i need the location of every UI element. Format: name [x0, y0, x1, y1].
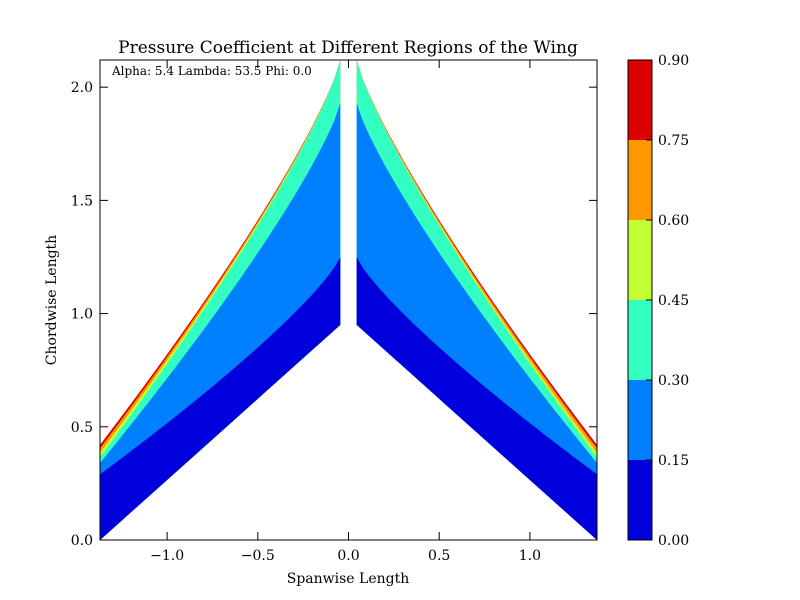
- x-axis-ticks: −1.0 −0.5 0.0 0.5 1.0: [150, 60, 541, 564]
- wing-contour-regions: [100, 60, 597, 540]
- x-tick-label: −1.0: [150, 548, 184, 564]
- colorbar-tick-label: 0.30: [658, 373, 689, 389]
- y-tick-label: 0.5: [71, 420, 93, 436]
- y-tick-label: 1.5: [71, 193, 93, 209]
- colorbar-tick-label: 0.75: [658, 133, 689, 149]
- y-axis-label: Chordwise Length: [44, 235, 60, 365]
- x-axis-label: Spanwise Length: [287, 571, 410, 587]
- wing-region-right-0: [356, 256, 597, 540]
- x-tick-label: 0.0: [337, 548, 359, 564]
- y-tick-label: 0.0: [71, 533, 93, 549]
- x-tick-label: 1.0: [519, 548, 541, 564]
- parameter-annotation: Alpha: 5.4 Lambda: 53.5 Phi: 0.0: [111, 64, 312, 78]
- colorbar-tick-label: 0.15: [658, 453, 689, 469]
- chart-title: Pressure Coefficient at Different Region…: [118, 38, 578, 58]
- colorbar-tick-label: 0.45: [658, 293, 689, 309]
- x-tick-label: 0.5: [428, 548, 450, 564]
- colorbar-segment: [628, 380, 652, 460]
- colorbar-tick-label: 0.60: [658, 213, 689, 229]
- colorbar-segment: [628, 220, 652, 300]
- colorbar-segment: [628, 460, 652, 540]
- colorbar-segment: [628, 60, 652, 140]
- x-tick-label: −0.5: [241, 548, 275, 564]
- y-tick-label: 1.0: [71, 307, 93, 323]
- y-axis-ticks: 0.0 0.5 1.0 1.5 2.0: [71, 80, 597, 549]
- colorbar-segment: [628, 140, 652, 220]
- y-tick-label: 2.0: [71, 80, 93, 96]
- colorbar-segment: [628, 300, 652, 380]
- colorbar: 0.00 0.15 0.30 0.45 0.60 0.75 0.90: [627, 53, 689, 549]
- colorbar-tick-label: 0.00: [658, 533, 689, 549]
- colorbar-tick-label: 0.90: [658, 53, 689, 69]
- wing-region-left-0: [100, 256, 341, 540]
